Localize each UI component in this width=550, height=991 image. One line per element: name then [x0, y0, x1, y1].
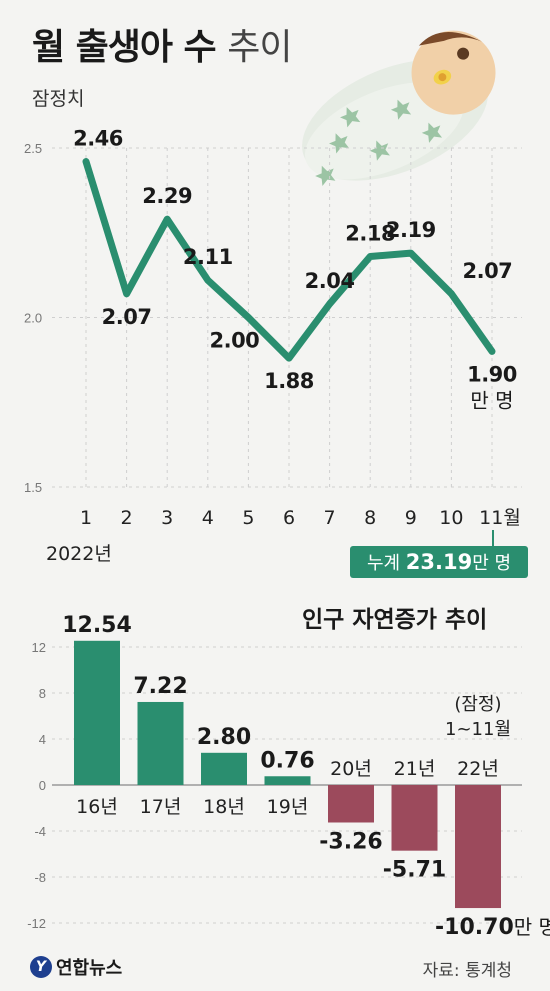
bar-category-label: 19년	[267, 796, 309, 818]
bar-annotation-line: (잠정)	[454, 694, 501, 715]
line-x-tick-label: 9	[405, 507, 417, 529]
line-value-label: 2.07	[462, 259, 512, 283]
logo-text: 연합뉴스	[56, 958, 123, 979]
bar-y-tick-label: 12	[32, 640, 46, 655]
line-y-tick-label: 2.5	[24, 141, 42, 156]
page-title: 월 출생아 수 추이	[32, 18, 292, 70]
line-x-tick-label: 10	[439, 507, 463, 529]
bar-category-label: 16년	[76, 796, 118, 818]
baby-illustration	[302, 30, 496, 186]
line-x-tick-label: 6	[283, 507, 295, 529]
bar-category-label: 22년	[457, 758, 499, 780]
line-point	[245, 314, 252, 321]
line-value-label: 1.88	[264, 369, 314, 393]
callout-suffix: 만 명	[472, 553, 511, 574]
line-y-tick-label: 1.5	[24, 480, 42, 495]
bar-category-label: 21년	[394, 758, 436, 780]
line-x-tick-label: 2	[121, 507, 133, 529]
bar-category-label: 18년	[203, 796, 245, 818]
line-value-label: 2.19	[386, 218, 436, 242]
line-point	[164, 216, 171, 223]
bar-category-label: 20년	[330, 758, 372, 780]
line-point	[367, 253, 374, 260]
line-point	[326, 300, 333, 307]
bar-unit-label: 만 명	[514, 915, 550, 939]
line-x-tick-label: 4	[202, 507, 214, 529]
cumulative-callout-text: 누계 23.19만 명	[367, 550, 511, 574]
bar-y-tick-label: 8	[39, 686, 46, 701]
line-value-label: 2.07	[102, 305, 152, 329]
line-value-label: 2.00	[209, 329, 259, 353]
logo-mark-icon: Y	[30, 956, 52, 978]
callout-value: 23.19	[406, 550, 472, 574]
line-value-label: 2.18	[345, 221, 395, 245]
line-x-tick-label: 11월	[479, 507, 521, 529]
bar-value-label: -5.71	[383, 858, 446, 883]
line-unit-label: 만 명	[470, 388, 513, 412]
source-note: 자료: 통계청	[422, 961, 512, 981]
logo: Y 연합뉴스	[30, 954, 122, 980]
line-value-label: 2.04	[305, 269, 355, 293]
bar-mark	[455, 785, 501, 909]
line-point	[83, 158, 89, 165]
line-value-label: 1.90	[467, 362, 517, 386]
line-value-label: 2.29	[142, 184, 192, 208]
bar-y-tick-label: -12	[27, 916, 46, 931]
bar-y-tick-label: -8	[34, 870, 46, 885]
bar-mark	[328, 785, 374, 823]
bar-value-label: 2.80	[197, 725, 251, 750]
callout-prefix: 누계	[367, 553, 406, 574]
line-point	[489, 348, 495, 355]
bar-y-tick-label: 0	[39, 778, 46, 793]
bar-mark	[137, 701, 184, 785]
line-x-year-label: 2022년	[46, 543, 112, 565]
line-x-tick-label: 7	[324, 507, 336, 529]
line-value-label: 2.46	[73, 127, 123, 151]
line-point	[123, 290, 130, 297]
bar-mark	[264, 776, 311, 785]
bar-chart-title: 인구 자연증가 추이	[302, 607, 487, 633]
line-x-tick-label: 3	[161, 507, 173, 529]
line-x-tick-label: 1	[80, 507, 92, 529]
bar-annotation-line: 1~11월	[445, 719, 511, 740]
line-point	[286, 355, 292, 362]
bar-value-label: -3.26	[319, 829, 382, 854]
line-point	[204, 277, 211, 284]
line-y-tick-label: 2.0	[24, 311, 42, 326]
line-point	[448, 290, 455, 297]
line-point	[407, 250, 414, 257]
bar-mark	[74, 640, 120, 785]
bar-category-label: 17년	[140, 796, 182, 818]
bar-mark	[391, 785, 438, 851]
bar-value-label: -10.70만 명	[435, 915, 550, 940]
title-thin: 추이	[227, 27, 292, 68]
line-x-tick-label: 8	[364, 507, 376, 529]
bar-value-label: 12.54	[62, 613, 132, 638]
line-value-label: 2.11	[183, 245, 233, 269]
bar-mark	[201, 752, 247, 785]
line-x-tick-label: 5	[242, 507, 254, 529]
bar-y-tick-label: -4	[34, 824, 46, 839]
bar-value-label: 7.22	[133, 674, 187, 699]
cumulative-callout-box	[350, 546, 528, 578]
provisional-note: 잠정치	[32, 88, 85, 110]
bar-value-label: 0.76	[260, 748, 314, 773]
title-bold: 월 출생아 수	[32, 27, 217, 68]
bar-y-tick-label: 4	[39, 732, 46, 747]
